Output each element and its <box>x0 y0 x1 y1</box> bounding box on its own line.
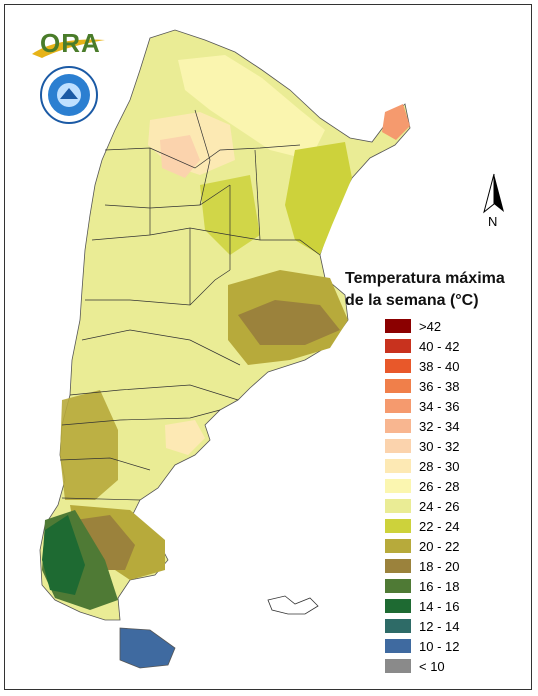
legend-item: 10 - 12 <box>385 636 459 656</box>
legend-swatch <box>385 559 411 573</box>
legend-label: 40 - 42 <box>419 338 460 354</box>
legend-swatch <box>385 339 411 353</box>
legend-item: 38 - 40 <box>385 356 459 376</box>
legend-swatch <box>385 659 411 673</box>
legend-swatch <box>385 599 411 613</box>
legend-item: < 10 <box>385 656 459 676</box>
legend-item: 30 - 32 <box>385 436 459 456</box>
ora-logo-text: ORA <box>40 28 101 58</box>
legend-label: 14 - 16 <box>419 598 460 614</box>
legend-swatch <box>385 619 411 633</box>
legend-label: >42 <box>419 318 442 334</box>
legend-swatch <box>385 419 411 433</box>
legend-label: 16 - 18 <box>419 578 460 594</box>
legend-title: Temperatura máxima de la semana (°C) <box>345 268 535 312</box>
legend-item: 36 - 38 <box>385 376 459 396</box>
legend-item: >42 <box>385 316 459 336</box>
zone-30-32-north <box>160 135 200 178</box>
legend-item: 34 - 36 <box>385 396 459 416</box>
zone-misiones <box>382 104 410 140</box>
legend-swatch <box>385 539 411 553</box>
legend-swatch <box>385 319 411 333</box>
legend-item: 24 - 26 <box>385 496 459 516</box>
legend-item: 18 - 20 <box>385 556 459 576</box>
legend-item: 40 - 42 <box>385 336 459 356</box>
legend-item: 32 - 34 <box>385 416 459 436</box>
legend-label: 24 - 26 <box>419 498 460 514</box>
map-frame <box>4 4 532 690</box>
legend-swatch <box>385 639 411 653</box>
legend-label: 20 - 22 <box>419 538 460 554</box>
ora-logo-swoosh-icon <box>32 39 105 58</box>
legend-label: 22 - 24 <box>419 518 460 534</box>
islas-malvinas <box>267 595 319 615</box>
legend-swatch <box>385 399 411 413</box>
north-arrow-icon <box>483 173 504 214</box>
legend-label: 26 - 28 <box>419 478 460 494</box>
zone-14-16 <box>42 515 85 595</box>
legend-swatch <box>385 519 411 533</box>
legend-label: < 10 <box>419 658 445 674</box>
legend-swatch <box>385 439 411 453</box>
legend-label: 38 - 40 <box>419 358 460 374</box>
legend-label: 36 - 38 <box>419 378 460 394</box>
legend-label: 30 - 32 <box>419 438 460 454</box>
legend-swatch <box>385 579 411 593</box>
legend-label: 10 - 12 <box>419 638 460 654</box>
legend-label: 28 - 30 <box>419 458 460 474</box>
legend: >42 40 - 42 38 - 40 36 - 38 34 - 36 32 - 34 30… <box>385 316 459 676</box>
legend-title-line-2: de la semana (°C) <box>345 292 479 309</box>
legend-item: 16 - 18 <box>385 576 459 596</box>
legend-label: 34 - 36 <box>419 398 460 414</box>
legend-label: 32 - 34 <box>419 418 460 434</box>
zone-26-28-north <box>178 55 325 160</box>
legend-label: 12 - 14 <box>419 618 460 634</box>
zone-18-20-south <box>75 515 135 570</box>
legend-item: 22 - 24 <box>385 516 459 536</box>
zone-20-22-patagonia <box>60 390 118 500</box>
legend-swatch <box>385 479 411 493</box>
zone-28-30-coast <box>165 420 205 455</box>
smn-seal-icon <box>40 66 98 124</box>
province-borders <box>59 109 321 501</box>
tierra-del-fuego <box>119 627 176 669</box>
zone-18-20-buenos-aires <box>238 300 340 345</box>
legend-item: 14 - 16 <box>385 596 459 616</box>
legend-item: 20 - 22 <box>385 536 459 556</box>
north-label: N <box>488 214 498 229</box>
legend-swatch <box>385 379 411 393</box>
legend-swatch <box>385 359 411 373</box>
legend-title-line-1: Temperatura máxima <box>345 270 505 287</box>
legend-label: 18 - 20 <box>419 558 460 574</box>
legend-item: 12 - 14 <box>385 616 459 636</box>
legend-swatch <box>385 459 411 473</box>
zone-22-24-east <box>285 142 352 255</box>
legend-item: 26 - 28 <box>385 476 459 496</box>
legend-item: 28 - 30 <box>385 456 459 476</box>
legend-swatch <box>385 499 411 513</box>
